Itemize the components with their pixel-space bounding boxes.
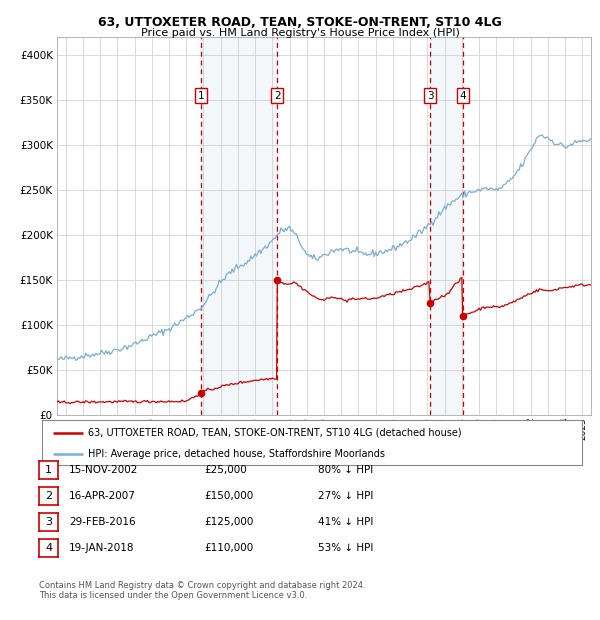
Text: 4: 4 <box>460 91 466 100</box>
Text: 2: 2 <box>274 91 281 100</box>
Text: Price paid vs. HM Land Registry's House Price Index (HPI): Price paid vs. HM Land Registry's House … <box>140 28 460 38</box>
Text: 63, UTTOXETER ROAD, TEAN, STOKE-ON-TRENT, ST10 4LG (detached house): 63, UTTOXETER ROAD, TEAN, STOKE-ON-TRENT… <box>88 428 461 438</box>
Text: Contains HM Land Registry data © Crown copyright and database right 2024.
This d: Contains HM Land Registry data © Crown c… <box>39 581 365 600</box>
Text: 15-NOV-2002: 15-NOV-2002 <box>69 465 139 475</box>
Text: 27% ↓ HPI: 27% ↓ HPI <box>318 491 373 501</box>
Text: 1: 1 <box>198 91 205 100</box>
Text: 19-JAN-2018: 19-JAN-2018 <box>69 543 134 553</box>
Text: 3: 3 <box>45 517 52 527</box>
Text: £150,000: £150,000 <box>204 491 253 501</box>
Text: 3: 3 <box>427 91 433 100</box>
Text: 2: 2 <box>45 491 52 501</box>
Text: £110,000: £110,000 <box>204 543 253 553</box>
Text: 53% ↓ HPI: 53% ↓ HPI <box>318 543 373 553</box>
Text: 63, UTTOXETER ROAD, TEAN, STOKE-ON-TRENT, ST10 4LG: 63, UTTOXETER ROAD, TEAN, STOKE-ON-TRENT… <box>98 16 502 29</box>
Text: £25,000: £25,000 <box>204 465 247 475</box>
Bar <box>430 37 463 415</box>
Text: 29-FEB-2016: 29-FEB-2016 <box>69 517 136 527</box>
Text: 80% ↓ HPI: 80% ↓ HPI <box>318 465 373 475</box>
Text: 41% ↓ HPI: 41% ↓ HPI <box>318 517 373 527</box>
Text: 1: 1 <box>45 465 52 475</box>
Text: 16-APR-2007: 16-APR-2007 <box>69 491 136 501</box>
Text: 4: 4 <box>45 543 52 553</box>
Text: £125,000: £125,000 <box>204 517 253 527</box>
Bar <box>201 37 277 415</box>
Text: HPI: Average price, detached house, Staffordshire Moorlands: HPI: Average price, detached house, Staf… <box>88 449 385 459</box>
